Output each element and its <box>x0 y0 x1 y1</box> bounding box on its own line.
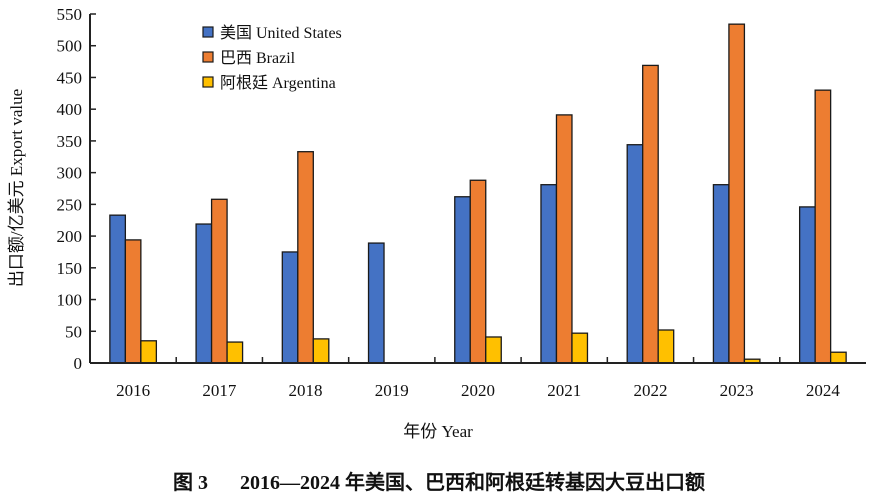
bar-us-2024 <box>798 206 816 364</box>
axes-group <box>89 14 866 364</box>
x-tick-label: 2018 <box>289 381 323 400</box>
bar-brazil-2021 <box>555 114 573 364</box>
bar-argentina-2022 <box>657 329 675 364</box>
y-tick-label: 200 <box>57 227 83 246</box>
figure-caption-label: 图 3 <box>173 472 208 494</box>
x-tick-label: 2021 <box>547 381 581 400</box>
y-tick-label: 400 <box>57 100 83 119</box>
bar-us-2017 <box>195 223 213 364</box>
legend: 美国 United States 巴西 Brazil 阿根廷 Argentina <box>202 24 342 92</box>
x-axis-title: 年份 Year <box>403 422 473 441</box>
figure-caption-text: 2016—2024 年美国、巴西和阿根廷转基因大豆出口额 <box>240 472 705 494</box>
y-tick-label: 100 <box>57 291 83 310</box>
bar-argentina-2020 <box>485 336 502 364</box>
bar-argentina-2017 <box>226 341 244 364</box>
x-ticks-group: 2016 2017 2018 2019 2020 2021 2022 2023 2024 <box>116 357 840 400</box>
y-tick-label: 450 <box>57 68 83 87</box>
y-tick-label: 500 <box>57 37 83 56</box>
bar-brazil-2023 <box>728 23 746 364</box>
x-tick-label: 2022 <box>633 381 667 400</box>
bar-brazil-2020 <box>469 179 487 364</box>
legend-swatch <box>202 51 214 63</box>
legend-label: 阿根廷 Argentina <box>220 74 336 92</box>
y-tick-label: 150 <box>57 259 83 278</box>
bar-argentina-2016 <box>140 340 158 364</box>
y-tick-label: 350 <box>57 132 83 151</box>
figure-caption: 图 3 2016—2024 年美国、巴西和阿根廷转基因大豆出口额 <box>0 466 878 495</box>
x-tick-label: 2016 <box>116 381 150 400</box>
y-tick-label: 50 <box>65 322 82 341</box>
bar-us-2023 <box>712 184 730 364</box>
bar-us-2021 <box>540 184 558 364</box>
bar-us-2016 <box>109 214 127 364</box>
y-tick-label: 250 <box>57 195 83 214</box>
bar-brazil-2022 <box>642 64 659 364</box>
bars-group <box>109 23 847 364</box>
x-tick-label: 2023 <box>720 381 754 400</box>
legend-swatch <box>202 26 214 38</box>
legend-label: 巴西 Brazil <box>220 50 296 67</box>
y-tick-label: 550 <box>57 5 83 24</box>
y-axis-title: 出口额/亿美元 Export value <box>7 89 26 287</box>
bar-brazil-2016 <box>124 239 142 364</box>
bar-brazil-2017 <box>210 198 228 364</box>
legend-label: 美国 United States <box>220 24 342 42</box>
bar-argentina-2018 <box>312 338 330 364</box>
bar-us-2022 <box>626 144 644 364</box>
x-tick-label: 2019 <box>375 381 409 400</box>
bar-us-2019 <box>367 242 385 364</box>
bar-argentina-2024 <box>829 351 847 364</box>
bar-us-2018 <box>281 251 299 364</box>
y-tick-label: 300 <box>57 164 83 183</box>
x-tick-label: 2024 <box>806 381 841 400</box>
y-tick-label: 0 <box>74 354 83 373</box>
x-tick-label: 2020 <box>461 381 495 400</box>
x-tick-label: 2017 <box>202 381 237 400</box>
y-ticks-group: 0 50 100 150 200 250 300 350 400 450 500 550 <box>57 5 96 373</box>
bar-argentina-2021 <box>571 332 589 364</box>
legend-swatch <box>202 76 214 88</box>
bar-brazil-2024 <box>814 89 832 364</box>
bar-brazil-2018 <box>297 151 314 364</box>
bar-us-2020 <box>454 196 471 364</box>
